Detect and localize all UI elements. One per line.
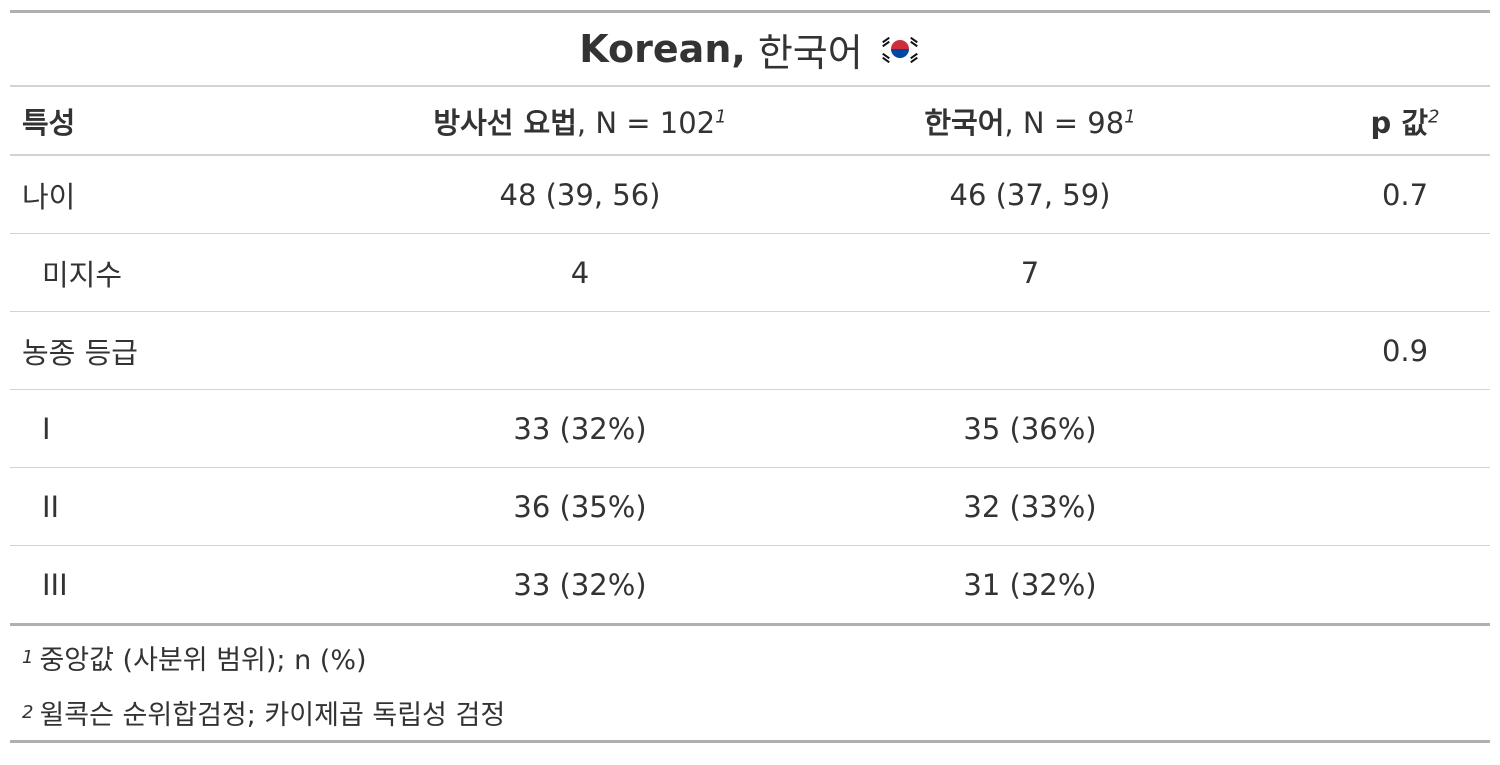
row-group1-value: 33 (32%)	[513, 411, 647, 446]
table-row: 나이 48 (39, 56) 46 (37, 59) 0.7	[10, 156, 1490, 233]
row-group1-value: 48 (39, 56)	[499, 177, 661, 212]
header-pvalue: p 값2	[1320, 100, 1490, 142]
header-rule	[10, 154, 1490, 156]
header-group1: 방사선 요법, N = 1021	[420, 100, 740, 142]
header-pvalue-footnote-mark: 2	[1428, 105, 1440, 127]
table-row: 미지수 4 7	[10, 234, 1490, 311]
title-sub: 한국어	[757, 30, 863, 75]
table-row: 농종 등급 0.9	[10, 312, 1490, 389]
header-row: 특성 방사선 요법, N = 1021 한국어, N = 981 p 값2	[10, 87, 1490, 154]
row-group2-value: 46 (37, 59)	[949, 177, 1111, 212]
table-row: I 33 (32%) 35 (36%)	[10, 390, 1490, 467]
table-row: II 36 (35%) 32 (33%)	[10, 468, 1490, 545]
header-characteristic: 특성	[22, 105, 76, 140]
row-pvalue: 0.7	[1381, 177, 1429, 212]
row-group2-value: 7	[1020, 255, 1040, 290]
row-label: 나이	[22, 179, 76, 214]
header-group2-n: , N = 98	[1004, 105, 1125, 140]
south-korea-flag-icon	[878, 34, 921, 64]
header-group1-n: , N = 102	[576, 105, 716, 140]
row-pvalue: 0.9	[1381, 333, 1429, 368]
row-group2-value: 32 (33%)	[963, 489, 1097, 524]
row-group2-value: 35 (36%)	[963, 411, 1097, 446]
footnote: 1 중앙값 (사분위 범위); n (%)	[10, 630, 1490, 685]
row-divider	[10, 389, 1490, 390]
row-divider	[10, 545, 1490, 546]
row-group1-value: 33 (32%)	[513, 567, 647, 602]
table-bottom-rule	[10, 740, 1490, 743]
header-pvalue-label: p 값	[1370, 105, 1429, 140]
summary-table: Korean, 한국어 특성 방사선 요법, N = 1021 한국어, N =…	[10, 10, 1490, 743]
table-top-rule	[10, 10, 1490, 13]
footnote-text: 윌콕슨 순위합검정; 카이제곱 독립성 검정	[39, 700, 506, 731]
row-label: 농종 등급	[22, 335, 138, 370]
footnote-text: 중앙값 (사분위 범위); n (%)	[39, 645, 367, 676]
row-group1-value: 4	[570, 255, 590, 290]
header-group2: 한국어, N = 981	[740, 100, 1320, 142]
row-label: III	[42, 567, 68, 602]
row-group1-value: 36 (35%)	[513, 489, 647, 524]
header-group2-name: 한국어	[924, 105, 1005, 140]
footnote: 2 윌콕슨 순위합검정; 카이제곱 독립성 검정	[10, 685, 1490, 740]
row-label: 미지수	[42, 257, 123, 292]
title-rule	[10, 85, 1490, 87]
table-body-bottom-rule	[10, 623, 1490, 626]
title-main: Korean,	[579, 27, 746, 71]
header-group1-footnote-mark: 1	[715, 105, 727, 127]
row-divider	[10, 467, 1490, 468]
table-row: III 33 (32%) 31 (32%)	[10, 546, 1490, 623]
row-group2-value: 31 (32%)	[963, 567, 1097, 602]
header-group2-footnote-mark: 1	[1124, 105, 1136, 127]
row-label: II	[42, 489, 60, 524]
row-label: I	[42, 411, 51, 446]
row-divider	[10, 311, 1490, 312]
header-group1-name: 방사선 요법	[433, 105, 577, 140]
table-title: Korean, 한국어	[10, 13, 1490, 85]
row-divider	[10, 233, 1490, 234]
